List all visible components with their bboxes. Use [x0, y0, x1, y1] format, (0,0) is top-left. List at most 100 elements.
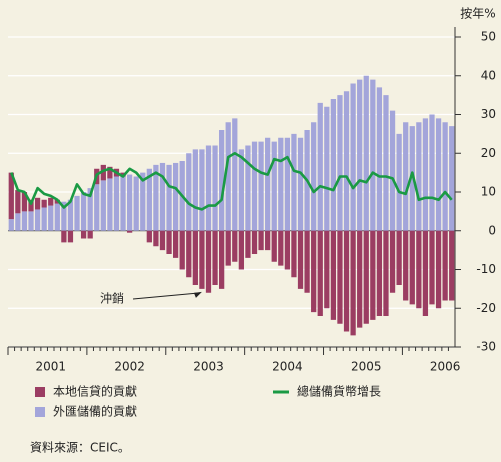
bar	[166, 230, 172, 254]
bar	[67, 199, 74, 231]
bar	[435, 230, 442, 309]
bar	[159, 162, 166, 231]
y-tick-label: -30	[476, 340, 496, 354]
bar	[100, 180, 106, 231]
bar	[291, 230, 297, 278]
bar	[100, 164, 106, 181]
bar	[212, 230, 218, 285]
bar	[403, 122, 409, 231]
bar	[429, 114, 435, 231]
y-tick-label: 20	[481, 146, 496, 160]
bar	[186, 153, 192, 231]
bar	[343, 230, 350, 332]
bar	[80, 192, 87, 231]
bar	[357, 230, 363, 328]
bar	[389, 110, 396, 231]
bar	[225, 230, 231, 266]
bar	[297, 137, 304, 231]
bar	[251, 230, 258, 254]
bar	[265, 230, 271, 251]
x-tick-label: 2003	[193, 360, 224, 374]
bar	[442, 122, 448, 231]
bar	[54, 203, 60, 231]
bar	[284, 230, 291, 270]
bar	[146, 230, 152, 243]
bar	[133, 176, 139, 231]
bar	[225, 122, 231, 231]
bar	[258, 230, 264, 251]
bar	[146, 168, 152, 231]
bar	[186, 230, 192, 278]
x-tick-label: 2004	[272, 360, 303, 374]
bar	[442, 230, 448, 301]
bar	[28, 199, 34, 212]
bar	[449, 126, 455, 231]
bar	[416, 230, 422, 309]
annotation: 沖銷	[100, 291, 124, 306]
bar	[87, 188, 93, 231]
bar	[435, 118, 442, 231]
y-tick-label: 50	[481, 30, 496, 44]
bar	[383, 95, 389, 231]
bar	[199, 149, 205, 231]
bar	[219, 230, 225, 289]
bar	[396, 133, 402, 231]
bar	[179, 230, 185, 270]
bar	[251, 141, 258, 231]
bar	[337, 230, 343, 324]
bar	[140, 172, 146, 231]
bar	[34, 209, 41, 231]
bar	[21, 192, 28, 212]
bar	[291, 133, 297, 231]
bar	[350, 83, 356, 231]
bar	[126, 230, 133, 233]
y-axis-label: 按年%	[460, 7, 495, 21]
bar	[232, 230, 238, 262]
legend-swatch	[35, 407, 45, 417]
bar	[330, 99, 337, 231]
legend-label: 外匯儲備的貢獻	[53, 404, 137, 419]
bar	[297, 230, 304, 289]
bar	[271, 230, 277, 262]
y-tick-label: 30	[481, 107, 496, 121]
bar	[449, 230, 455, 301]
legend-label: 本地信貸的貢獻	[53, 384, 137, 399]
bar	[396, 230, 402, 285]
bar	[21, 211, 28, 231]
bar	[363, 230, 369, 324]
x-tick-label: 2006	[430, 360, 461, 374]
y-tick-label: -10	[476, 262, 496, 276]
bar	[205, 230, 212, 293]
bar	[8, 172, 14, 220]
bar	[422, 230, 429, 316]
bar	[376, 87, 383, 231]
bar	[67, 230, 74, 243]
bar	[219, 130, 225, 231]
bar	[330, 230, 337, 320]
bar	[41, 207, 47, 231]
bar	[192, 230, 198, 285]
bar	[389, 230, 396, 293]
bar	[166, 164, 172, 231]
bar	[48, 205, 54, 231]
line	[10, 152, 453, 211]
bar	[113, 176, 120, 231]
bar	[199, 230, 205, 289]
bar	[265, 137, 271, 231]
bar	[403, 230, 409, 301]
bar	[28, 211, 34, 231]
bar	[172, 162, 179, 231]
x-tick-label: 2001	[35, 360, 66, 374]
bar	[153, 164, 159, 231]
bar	[205, 145, 212, 231]
bar	[15, 190, 21, 214]
bar	[126, 174, 133, 231]
bar	[87, 230, 93, 239]
bar	[416, 122, 422, 231]
bar	[61, 230, 67, 243]
bar	[120, 176, 126, 231]
bar	[409, 230, 415, 305]
bar	[370, 230, 376, 320]
bar	[429, 230, 435, 305]
bar	[271, 141, 277, 231]
